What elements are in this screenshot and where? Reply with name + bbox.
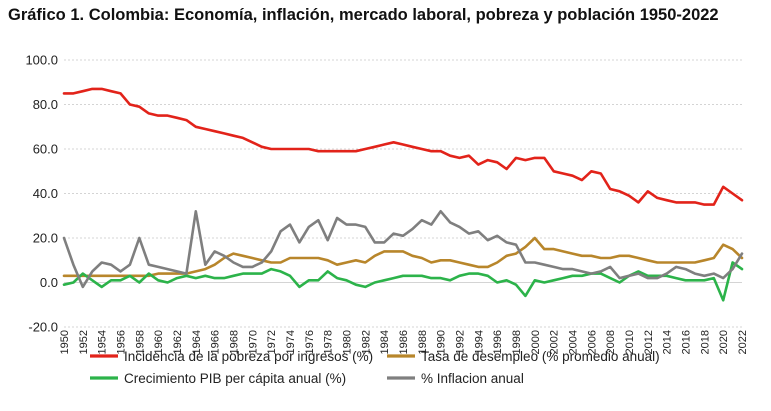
x-axis-ticks: 1950 1952 1954 1956 1958 1960 1962 1964 1966 1968… bbox=[59, 330, 749, 354]
legend-entry: % Inflacion anual bbox=[387, 371, 524, 386]
x-tick-label: 1980 bbox=[342, 330, 354, 354]
y-axis-ticks: -20.0 0.0 20.0 40.0 60.0 80.0 100.0 bbox=[25, 53, 58, 335]
legend-entry: Crecimiento PIB per cápita anual (%) bbox=[90, 371, 346, 386]
y-tick-label: 40.0 bbox=[33, 186, 58, 201]
legend-entry: Incidencia de la pobreza por ingresos (%… bbox=[90, 349, 373, 364]
x-tick-label: 1992 bbox=[455, 330, 467, 354]
legend-label: Tasa de desempleo (% promedio anual) bbox=[421, 349, 660, 364]
y-tick-label: 20.0 bbox=[33, 231, 58, 246]
y-tick-label: 100.0 bbox=[25, 53, 58, 68]
x-tick-label: 2002 bbox=[549, 330, 561, 354]
gridlines bbox=[64, 59, 742, 328]
x-tick-label: 1960 bbox=[153, 330, 165, 354]
legend-label: Incidencia de la pobreza por ingresos (%… bbox=[124, 349, 373, 364]
series-line bbox=[62, 210, 744, 289]
legend-label: Crecimiento PIB per cápita anual (%) bbox=[124, 371, 346, 386]
x-tick-label: 1976 bbox=[304, 330, 316, 354]
x-tick-label: 1950 bbox=[59, 330, 71, 354]
x-tick-label: 1952 bbox=[78, 330, 90, 354]
series-lines bbox=[62, 87, 744, 302]
x-tick-label: 2012 bbox=[643, 330, 655, 354]
x-tick-label: 1954 bbox=[97, 330, 109, 354]
y-tick-label: 0.0 bbox=[40, 275, 58, 290]
y-tick-label: -20.0 bbox=[28, 320, 58, 335]
x-tick-label: 2022 bbox=[737, 330, 749, 354]
x-tick-label: 1988 bbox=[417, 330, 429, 354]
x-tick-label: 1972 bbox=[266, 330, 278, 354]
x-tick-label: 2000 bbox=[530, 330, 542, 354]
y-tick-label: 80.0 bbox=[33, 97, 58, 112]
x-tick-label: 1994 bbox=[473, 330, 485, 354]
x-tick-label: 2020 bbox=[718, 330, 730, 354]
x-tick-label: 1962 bbox=[172, 330, 184, 354]
legend-entry: Tasa de desempleo (% promedio anual) bbox=[387, 349, 660, 364]
x-tick-label: 1996 bbox=[492, 330, 504, 354]
x-tick-label: 1964 bbox=[191, 330, 203, 354]
legend-label: % Inflacion anual bbox=[421, 371, 524, 386]
x-tick-label: 1968 bbox=[229, 330, 241, 354]
x-tick-label: 1970 bbox=[247, 330, 259, 354]
x-tick-label: 1966 bbox=[210, 330, 222, 354]
x-tick-label: 2004 bbox=[568, 330, 580, 354]
legend: Incidencia de la pobreza por ingresos (%… bbox=[90, 349, 660, 386]
series-line bbox=[62, 87, 744, 206]
x-tick-label: 1990 bbox=[436, 330, 448, 354]
x-tick-label: 1974 bbox=[285, 330, 297, 354]
x-tick-label: 2016 bbox=[681, 330, 693, 354]
x-tick-label: 2006 bbox=[586, 330, 598, 354]
x-tick-label: 1984 bbox=[379, 330, 391, 354]
x-tick-label: 1982 bbox=[360, 330, 372, 354]
x-tick-label: 2010 bbox=[624, 330, 636, 354]
x-tick-label: 1956 bbox=[116, 330, 128, 354]
x-tick-label: 2018 bbox=[699, 330, 711, 354]
y-tick-label: 60.0 bbox=[33, 142, 58, 157]
x-tick-label: 1958 bbox=[134, 330, 146, 354]
x-tick-label: 2014 bbox=[662, 330, 674, 354]
chart-title: Gráfico 1. Colombia: Economía, inflación… bbox=[8, 6, 719, 24]
x-tick-label: 1986 bbox=[398, 330, 410, 354]
series-line bbox=[62, 236, 744, 278]
x-tick-label: 1978 bbox=[323, 330, 335, 354]
x-tick-label: 1998 bbox=[511, 330, 523, 354]
x-tick-label: 2008 bbox=[605, 330, 617, 354]
